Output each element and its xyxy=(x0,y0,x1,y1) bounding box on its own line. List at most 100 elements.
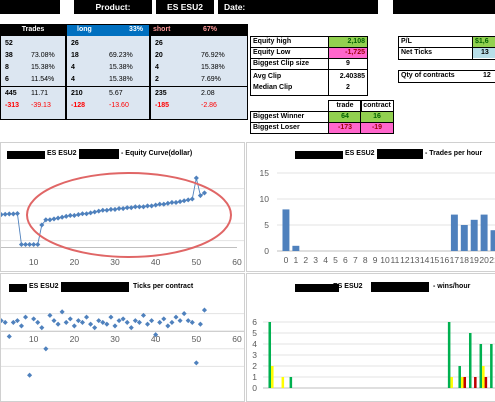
trades-x-tick: 13 xyxy=(410,255,420,265)
wins-title-prefix: ES ESU2 xyxy=(333,283,363,290)
trades-x-tick: 9 xyxy=(373,255,378,265)
ticks-title-redacted-2 xyxy=(61,282,129,292)
equity-x-tick: 60 xyxy=(232,257,242,267)
equity-x-tick: 40 xyxy=(151,257,161,267)
trades-per-hour-chart: 0510150123456789101112131415161718192021 xyxy=(260,168,495,265)
ticks-x-tick: 10 xyxy=(29,334,39,344)
ticks-point xyxy=(39,325,45,331)
equity-point xyxy=(120,205,126,212)
stats-cell: 445 xyxy=(5,90,17,97)
net-ticks-label: Net Ticks xyxy=(401,49,432,56)
equity-high-value: 2,108 xyxy=(329,37,367,47)
equity-x-tick: 30 xyxy=(110,257,120,267)
equity-point xyxy=(88,210,94,216)
trades-title-redacted-2 xyxy=(377,149,423,159)
wins-y-tick: 5 xyxy=(252,328,257,338)
equity-point xyxy=(6,211,12,217)
ticks-x-tick: 60 xyxy=(232,334,242,344)
equity-point xyxy=(128,205,134,211)
equity-point xyxy=(59,214,65,220)
trades-y-tick: 0 xyxy=(264,246,269,256)
pl-value: $1,6 xyxy=(473,37,495,47)
ticks-point xyxy=(136,319,142,325)
ticks-point xyxy=(165,323,171,329)
wins-bar-win xyxy=(490,344,493,388)
equity-point xyxy=(35,241,41,248)
ticks-point xyxy=(22,314,29,320)
stats-cell: 15.38% xyxy=(109,76,133,83)
equity-point xyxy=(181,198,187,204)
stats-col-trades-header: Trades xyxy=(1,25,65,36)
ticks-point xyxy=(27,372,33,378)
avg-clip-value: 2.40385 xyxy=(339,73,365,80)
wins-y-tick: 6 xyxy=(252,317,257,327)
stats-divider-1 xyxy=(65,25,67,119)
wins-y-tick: 2 xyxy=(252,361,257,371)
equity-point xyxy=(108,206,114,212)
trades-bar xyxy=(450,214,458,251)
ticks-point xyxy=(63,319,69,325)
trades-bar xyxy=(282,209,290,251)
stats-cell: 11.54% xyxy=(31,76,55,83)
product-label: Product: xyxy=(74,0,152,14)
ticks-point xyxy=(197,321,203,327)
trades-per-hour-panel: ES ESU2 - Trades per hour 0 5 10 15 0 1 2 3 4 5 6 7… xyxy=(246,142,495,272)
trades-x-tick: 10 xyxy=(380,255,390,265)
equity-point xyxy=(10,211,16,217)
trades-title-suffix: - Trades per hour xyxy=(425,150,483,157)
metrics-rule-2 xyxy=(251,58,367,59)
ticks-point xyxy=(116,318,122,324)
ticks-point xyxy=(185,318,191,324)
equity-x-tick: 50 xyxy=(192,257,202,267)
long-label: long xyxy=(77,26,92,33)
stats-cell: -13.60 xyxy=(109,102,129,109)
equity-point xyxy=(177,199,183,205)
stats-cell: 4 xyxy=(155,64,159,71)
short-pct: 67% xyxy=(203,26,218,33)
wins-y-tick: 1 xyxy=(252,372,257,382)
equity-point xyxy=(1,212,4,218)
trades-y-tick: 10 xyxy=(260,194,270,204)
equity-point xyxy=(189,196,195,202)
wins-bar-win xyxy=(289,377,293,388)
equity-title-prefix: ES ESU2 xyxy=(47,150,77,157)
net-ticks-value: 13 xyxy=(473,48,495,58)
trades-x-tick: 19 xyxy=(469,255,479,265)
stats-cell: 8 xyxy=(5,64,9,71)
wins-bar-win xyxy=(447,322,451,388)
equity-point xyxy=(197,192,203,199)
wins-title-redacted-2 xyxy=(371,282,429,292)
ticks-point xyxy=(14,318,20,324)
wins-bar-even xyxy=(271,366,274,388)
equity-point xyxy=(153,202,159,208)
trades-bar xyxy=(490,230,495,251)
equity-x-tick: 20 xyxy=(70,257,80,267)
ticks-point xyxy=(51,318,57,324)
ticks-x-tick: 40 xyxy=(151,334,161,344)
ticks-point xyxy=(157,319,163,325)
ticks-point xyxy=(1,318,4,324)
wins-y-tick: 4 xyxy=(252,339,257,349)
wins-bar-loss xyxy=(484,377,488,388)
stats-cell: -128 xyxy=(71,102,86,109)
equity-point xyxy=(67,212,73,219)
pl-label: P/L xyxy=(401,38,412,45)
equity-curve-chart: 10 20 30 40 50 60 xyxy=(1,172,244,267)
stats-cell: 26 xyxy=(71,40,79,47)
trades-bar xyxy=(480,214,488,251)
ticks-point xyxy=(43,346,49,352)
header-redacted-left xyxy=(0,0,60,14)
ticks-point xyxy=(96,318,102,324)
stats-cell: 38 xyxy=(5,52,13,59)
ticks-point xyxy=(201,307,208,313)
equity-point xyxy=(75,212,81,218)
stats-cell: 2 xyxy=(155,76,159,83)
equity-title-redacted-1 xyxy=(7,151,45,159)
ticks-per-contract-chart: 10 20 30 40 50 60 xyxy=(1,307,244,378)
trades-bar xyxy=(460,225,468,251)
ticks-point xyxy=(55,321,61,327)
pl-col-rule xyxy=(472,37,473,59)
long-pct: 33% xyxy=(128,26,143,33)
equity-point xyxy=(83,211,90,217)
